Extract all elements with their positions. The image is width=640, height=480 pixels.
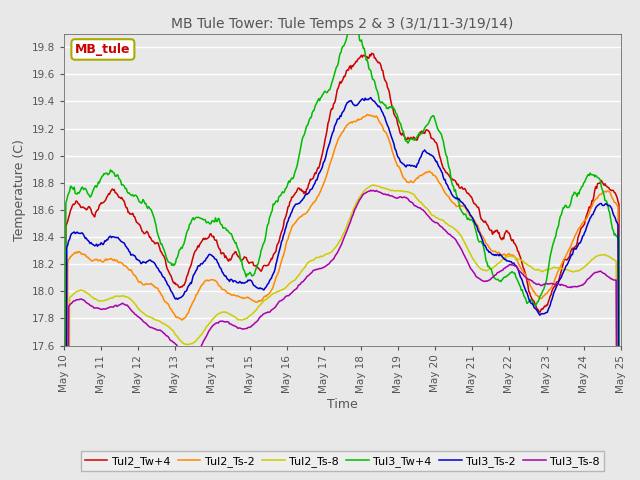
Tul3_Ts-8 bbox=[368, 185, 376, 191]
Tul2_Ts-2 bbox=[365, 113, 372, 119]
Tul3_Tw+4 bbox=[159, 241, 166, 247]
Line: Tul3_Ts-8: Tul3_Ts-8 bbox=[64, 188, 621, 480]
Tul2_Tw+4 bbox=[389, 110, 397, 116]
Tul2_Ts-2 bbox=[312, 196, 320, 202]
Tul2_Ts-2 bbox=[433, 173, 440, 179]
Tul2_Tw+4 bbox=[480, 222, 488, 228]
Tul2_Ts-8 bbox=[389, 190, 397, 195]
Line: Tul2_Ts-2: Tul2_Ts-2 bbox=[64, 116, 621, 480]
Line: Tul3_Ts-2: Tul3_Ts-2 bbox=[64, 96, 621, 480]
Tul2_Ts-8 bbox=[433, 215, 440, 220]
Tul2_Ts-8 bbox=[204, 324, 211, 330]
Tul3_Tw+4 bbox=[389, 115, 397, 120]
Line: Tul2_Ts-8: Tul2_Ts-8 bbox=[64, 186, 621, 480]
Tul3_Ts-8 bbox=[159, 333, 166, 339]
Tul3_Ts-8 bbox=[312, 266, 320, 272]
Tul2_Tw+4 bbox=[159, 249, 166, 255]
Line: Tul3_Tw+4: Tul3_Tw+4 bbox=[64, 25, 621, 480]
Tul3_Ts-2 bbox=[389, 140, 397, 146]
Y-axis label: Temperature (C): Temperature (C) bbox=[13, 139, 26, 240]
Tul2_Tw+4 bbox=[433, 144, 440, 150]
Tul2_Tw+4 bbox=[312, 169, 320, 175]
Tul2_Ts-8 bbox=[312, 253, 320, 259]
Legend: Tul2_Tw+4, Tul2_Ts-2, Tul2_Ts-8, Tul3_Tw+4, Tul3_Ts-2, Tul3_Ts-8: Tul2_Tw+4, Tul2_Ts-2, Tul2_Ts-8, Tul3_Tw… bbox=[81, 451, 604, 471]
Tul3_Ts-8 bbox=[480, 279, 488, 285]
X-axis label: Time: Time bbox=[327, 398, 358, 411]
Tul3_Ts-2 bbox=[159, 271, 166, 277]
Tul2_Tw+4 bbox=[363, 48, 371, 54]
Tul3_Ts-2 bbox=[204, 255, 211, 261]
Tul2_Ts-2 bbox=[204, 279, 211, 285]
Title: MB Tule Tower: Tule Temps 2 & 3 (3/1/11-3/19/14): MB Tule Tower: Tule Temps 2 & 3 (3/1/11-… bbox=[172, 17, 513, 31]
Tul3_Tw+4 bbox=[312, 106, 320, 111]
Tul3_Tw+4 bbox=[204, 217, 211, 223]
Tul3_Ts-2 bbox=[360, 93, 368, 99]
Text: MB_tule: MB_tule bbox=[75, 43, 131, 56]
Tul3_Ts-2 bbox=[433, 162, 440, 168]
Line: Tul2_Tw+4: Tul2_Tw+4 bbox=[64, 51, 621, 480]
Tul2_Ts-8 bbox=[480, 270, 488, 276]
Tul3_Ts-8 bbox=[433, 218, 440, 224]
Tul3_Ts-2 bbox=[312, 180, 320, 186]
Tul3_Tw+4 bbox=[354, 22, 362, 28]
Tul3_Tw+4 bbox=[433, 123, 440, 129]
Tul2_Ts-2 bbox=[389, 150, 397, 156]
Tul2_Tw+4 bbox=[204, 229, 211, 235]
Tul2_Ts-2 bbox=[159, 293, 166, 299]
Tul3_Ts-8 bbox=[389, 193, 397, 199]
Tul2_Ts-2 bbox=[480, 233, 488, 239]
Tul3_Ts-2 bbox=[480, 238, 488, 243]
Tul2_Ts-8 bbox=[159, 321, 166, 326]
Tul2_Ts-8 bbox=[367, 183, 374, 189]
Tul3_Ts-8 bbox=[204, 329, 211, 335]
Tul3_Tw+4 bbox=[480, 252, 488, 257]
